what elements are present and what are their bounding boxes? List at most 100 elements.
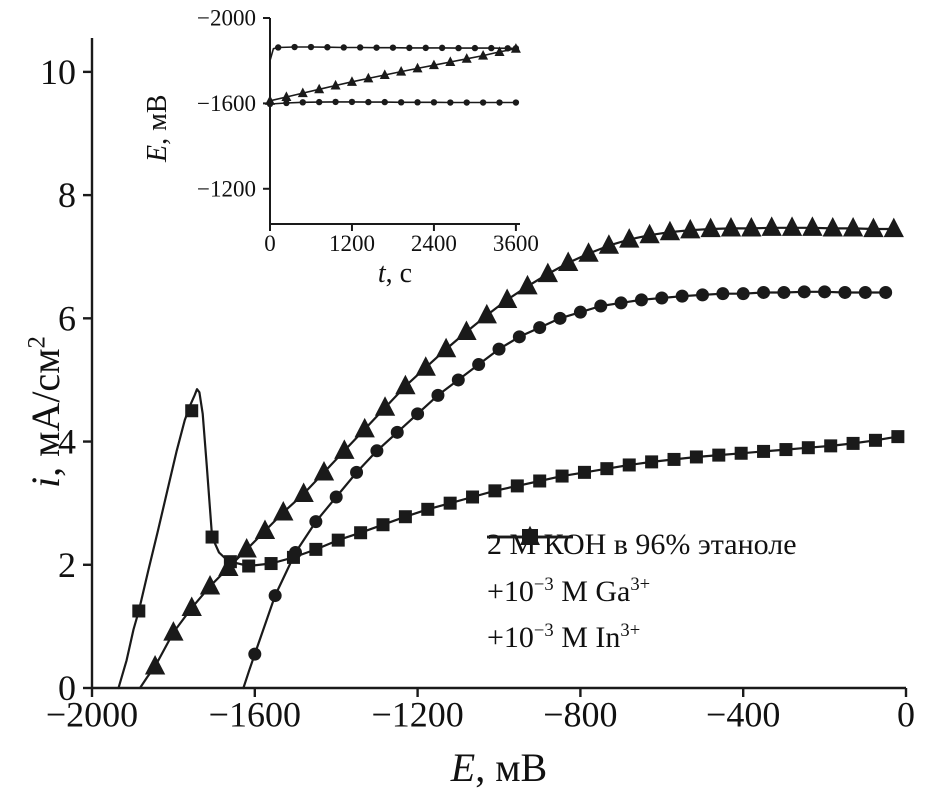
main-x-tick-label: −1200 bbox=[371, 695, 463, 735]
inset-x-axis-var: t bbox=[377, 258, 386, 289]
series-marker-ga3 bbox=[309, 542, 323, 556]
series-marker-inset-circles-lower bbox=[365, 98, 372, 106]
series-line-inset-circles-lower bbox=[269, 101, 517, 105]
series-marker-inset-triangles bbox=[379, 69, 390, 79]
series-marker-ga3 bbox=[757, 444, 771, 458]
series-marker-in3 bbox=[781, 216, 803, 236]
series-marker-inset-triangles bbox=[297, 87, 308, 98]
legend-item: +10−3 М In3+ bbox=[487, 525, 797, 658]
legend-marker-triangle-icon bbox=[487, 525, 573, 545]
series-marker-inset-circles-upper bbox=[340, 44, 347, 51]
series-marker-koh bbox=[675, 289, 689, 303]
main-x-tick-label: 0 bbox=[897, 695, 915, 735]
series-marker-inset-triangles bbox=[445, 56, 456, 66]
series-marker-in3 bbox=[842, 217, 864, 237]
main-y-tick-label: 2 bbox=[58, 545, 76, 585]
series-marker-in3 bbox=[199, 574, 221, 595]
series-marker-inset-triangles bbox=[412, 62, 423, 73]
series-marker-koh bbox=[757, 285, 771, 299]
series-marker-inset-circles-upper bbox=[356, 44, 364, 51]
series-marker-in3 bbox=[700, 217, 721, 238]
series-marker-ga3 bbox=[801, 441, 815, 455]
legend-item-label: +10−3 М Ga3+ bbox=[487, 573, 651, 608]
series-marker-inset-triangles bbox=[330, 79, 341, 90]
inset-y-axis-label: E, мВ bbox=[142, 94, 174, 162]
series-marker-ga3 bbox=[466, 490, 480, 504]
series-marker-in3 bbox=[354, 417, 375, 438]
series-marker-in3 bbox=[598, 234, 620, 254]
series-marker-ga3 bbox=[331, 533, 345, 547]
inset-x-tick-label: 1200 bbox=[329, 231, 375, 256]
series-marker-in3 bbox=[802, 216, 823, 236]
series-marker-koh bbox=[594, 299, 608, 313]
series-marker-in3 bbox=[293, 482, 314, 503]
series-marker-in3 bbox=[619, 228, 640, 248]
series-marker-ga3 bbox=[645, 455, 659, 469]
series-marker-in3 bbox=[236, 537, 257, 558]
series-marker-in3 bbox=[313, 460, 335, 481]
series-marker-inset-triangles bbox=[281, 91, 292, 101]
series-marker-in3 bbox=[144, 655, 166, 675]
series-marker-inset-circles-lower bbox=[266, 100, 274, 108]
series-marker-inset-triangles bbox=[494, 46, 505, 56]
series-marker-inset-circles-lower bbox=[414, 99, 421, 106]
main-y-axis-var: i bbox=[23, 476, 68, 488]
series-marker-ga3 bbox=[421, 502, 435, 516]
inset-x-tick-label: 2400 bbox=[411, 231, 457, 256]
main-x-tick-label: −2000 bbox=[46, 695, 138, 735]
series-line-koh bbox=[242, 290, 887, 690]
series-marker-inset-circles-lower bbox=[447, 99, 454, 106]
series-marker-ga3 bbox=[846, 436, 860, 450]
main-y-axis-rest: , мА/см bbox=[23, 348, 68, 477]
series-marker-in3 bbox=[273, 501, 294, 521]
series-marker-inset-circles-upper bbox=[422, 44, 429, 52]
series-marker-ga3 bbox=[185, 404, 199, 418]
main-x-tick-label: −400 bbox=[706, 695, 780, 735]
series-marker-in3 bbox=[334, 439, 355, 459]
series-marker-koh bbox=[736, 287, 750, 301]
series-marker-inset-circles-upper bbox=[406, 44, 413, 52]
series-line-inset-triangles bbox=[269, 47, 517, 102]
series-marker-koh bbox=[431, 388, 445, 402]
series-marker-ga3 bbox=[577, 465, 591, 479]
series-marker-inset-triangles bbox=[428, 59, 439, 70]
series-marker-koh bbox=[268, 589, 282, 603]
legend-marker-triangle bbox=[520, 525, 540, 545]
series-marker-in3 bbox=[254, 519, 276, 540]
series-marker-inset-circles-upper bbox=[438, 44, 446, 52]
legend: 2 М КОН в 96% этаноле +10−3 М Ga3+ +10−3 М… bbox=[487, 524, 797, 658]
series-marker-inset-triangles bbox=[363, 72, 374, 83]
series-marker-koh bbox=[655, 291, 669, 305]
inset-plot: 0 1200 2400 3600 −2000 −1600 −1200 bbox=[197, 6, 539, 257]
series-marker-in3 bbox=[163, 621, 184, 641]
legend-item-label: +10−3 М In3+ bbox=[487, 619, 641, 654]
main-x-tick-label: −1600 bbox=[209, 695, 301, 735]
series-marker-koh bbox=[492, 342, 506, 356]
series-marker-inset-circles-lower bbox=[348, 98, 356, 106]
series-marker-in3 bbox=[537, 262, 558, 283]
series-marker-koh bbox=[614, 296, 628, 310]
series-marker-inset-circles-upper bbox=[307, 43, 315, 51]
main-y-axis-sup: 2 bbox=[23, 336, 51, 349]
series-marker-ga3 bbox=[734, 446, 748, 460]
series-marker-koh bbox=[797, 285, 811, 299]
series-marker-koh bbox=[309, 515, 323, 529]
series-marker-koh bbox=[716, 287, 730, 301]
series-marker-koh bbox=[451, 373, 465, 387]
series-marker-koh bbox=[248, 647, 262, 661]
series-marker-in3 bbox=[720, 217, 742, 237]
series-marker-in3 bbox=[218, 556, 239, 576]
series-marker-ga3 bbox=[868, 433, 882, 447]
series-marker-ga3 bbox=[891, 430, 905, 444]
series-marker-inset-circles-lower bbox=[496, 99, 503, 106]
inset-y-axis-var: E bbox=[142, 144, 173, 162]
series-marker-inset-triangles bbox=[346, 76, 357, 86]
series-marker-ga3 bbox=[510, 479, 524, 493]
series-marker-in3 bbox=[883, 217, 904, 238]
main-y-tick-label: 6 bbox=[58, 298, 76, 338]
series-marker-inset-circles-lower bbox=[512, 99, 520, 106]
series-marker-ga3 bbox=[443, 496, 457, 510]
series-marker-inset-circles-lower bbox=[430, 99, 438, 106]
series-marker-koh bbox=[411, 407, 425, 421]
series-line-in3 bbox=[138, 226, 895, 690]
